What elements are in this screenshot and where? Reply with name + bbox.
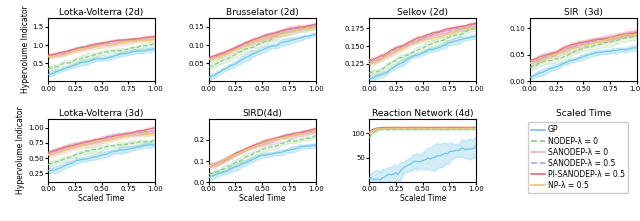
Title: Lotka-Volterra (3d): Lotka-Volterra (3d)	[60, 109, 144, 118]
Title: Brusselator (2d): Brusselator (2d)	[226, 8, 298, 17]
X-axis label: Scaled Time: Scaled Time	[239, 194, 285, 203]
Title: SIRD(4d): SIRD(4d)	[242, 109, 282, 118]
Y-axis label: Hypervolume Indicator: Hypervolume Indicator	[21, 6, 30, 93]
Title: Reaction Network (4d): Reaction Network (4d)	[372, 109, 474, 118]
X-axis label: Scaled Time: Scaled Time	[399, 194, 446, 203]
Title: SIR  (3d): SIR (3d)	[564, 8, 603, 17]
Legend: GP, NODEP-λ = 0, SANODEP-λ = 0, SANODEP-λ = 0.5, PI-SANODEP-λ = 0.5, NP-λ = 0.5: GP, NODEP-λ = 0, SANODEP-λ = 0, SANODEP-…	[528, 122, 628, 193]
X-axis label: Scaled Time: Scaled Time	[78, 194, 125, 203]
Y-axis label: Hypervolume Indicator: Hypervolume Indicator	[16, 107, 26, 194]
Title: Selkov (2d): Selkov (2d)	[397, 8, 448, 17]
Title: Lotka-Volterra (2d): Lotka-Volterra (2d)	[60, 8, 143, 17]
Title: Scaled Time: Scaled Time	[556, 109, 611, 118]
